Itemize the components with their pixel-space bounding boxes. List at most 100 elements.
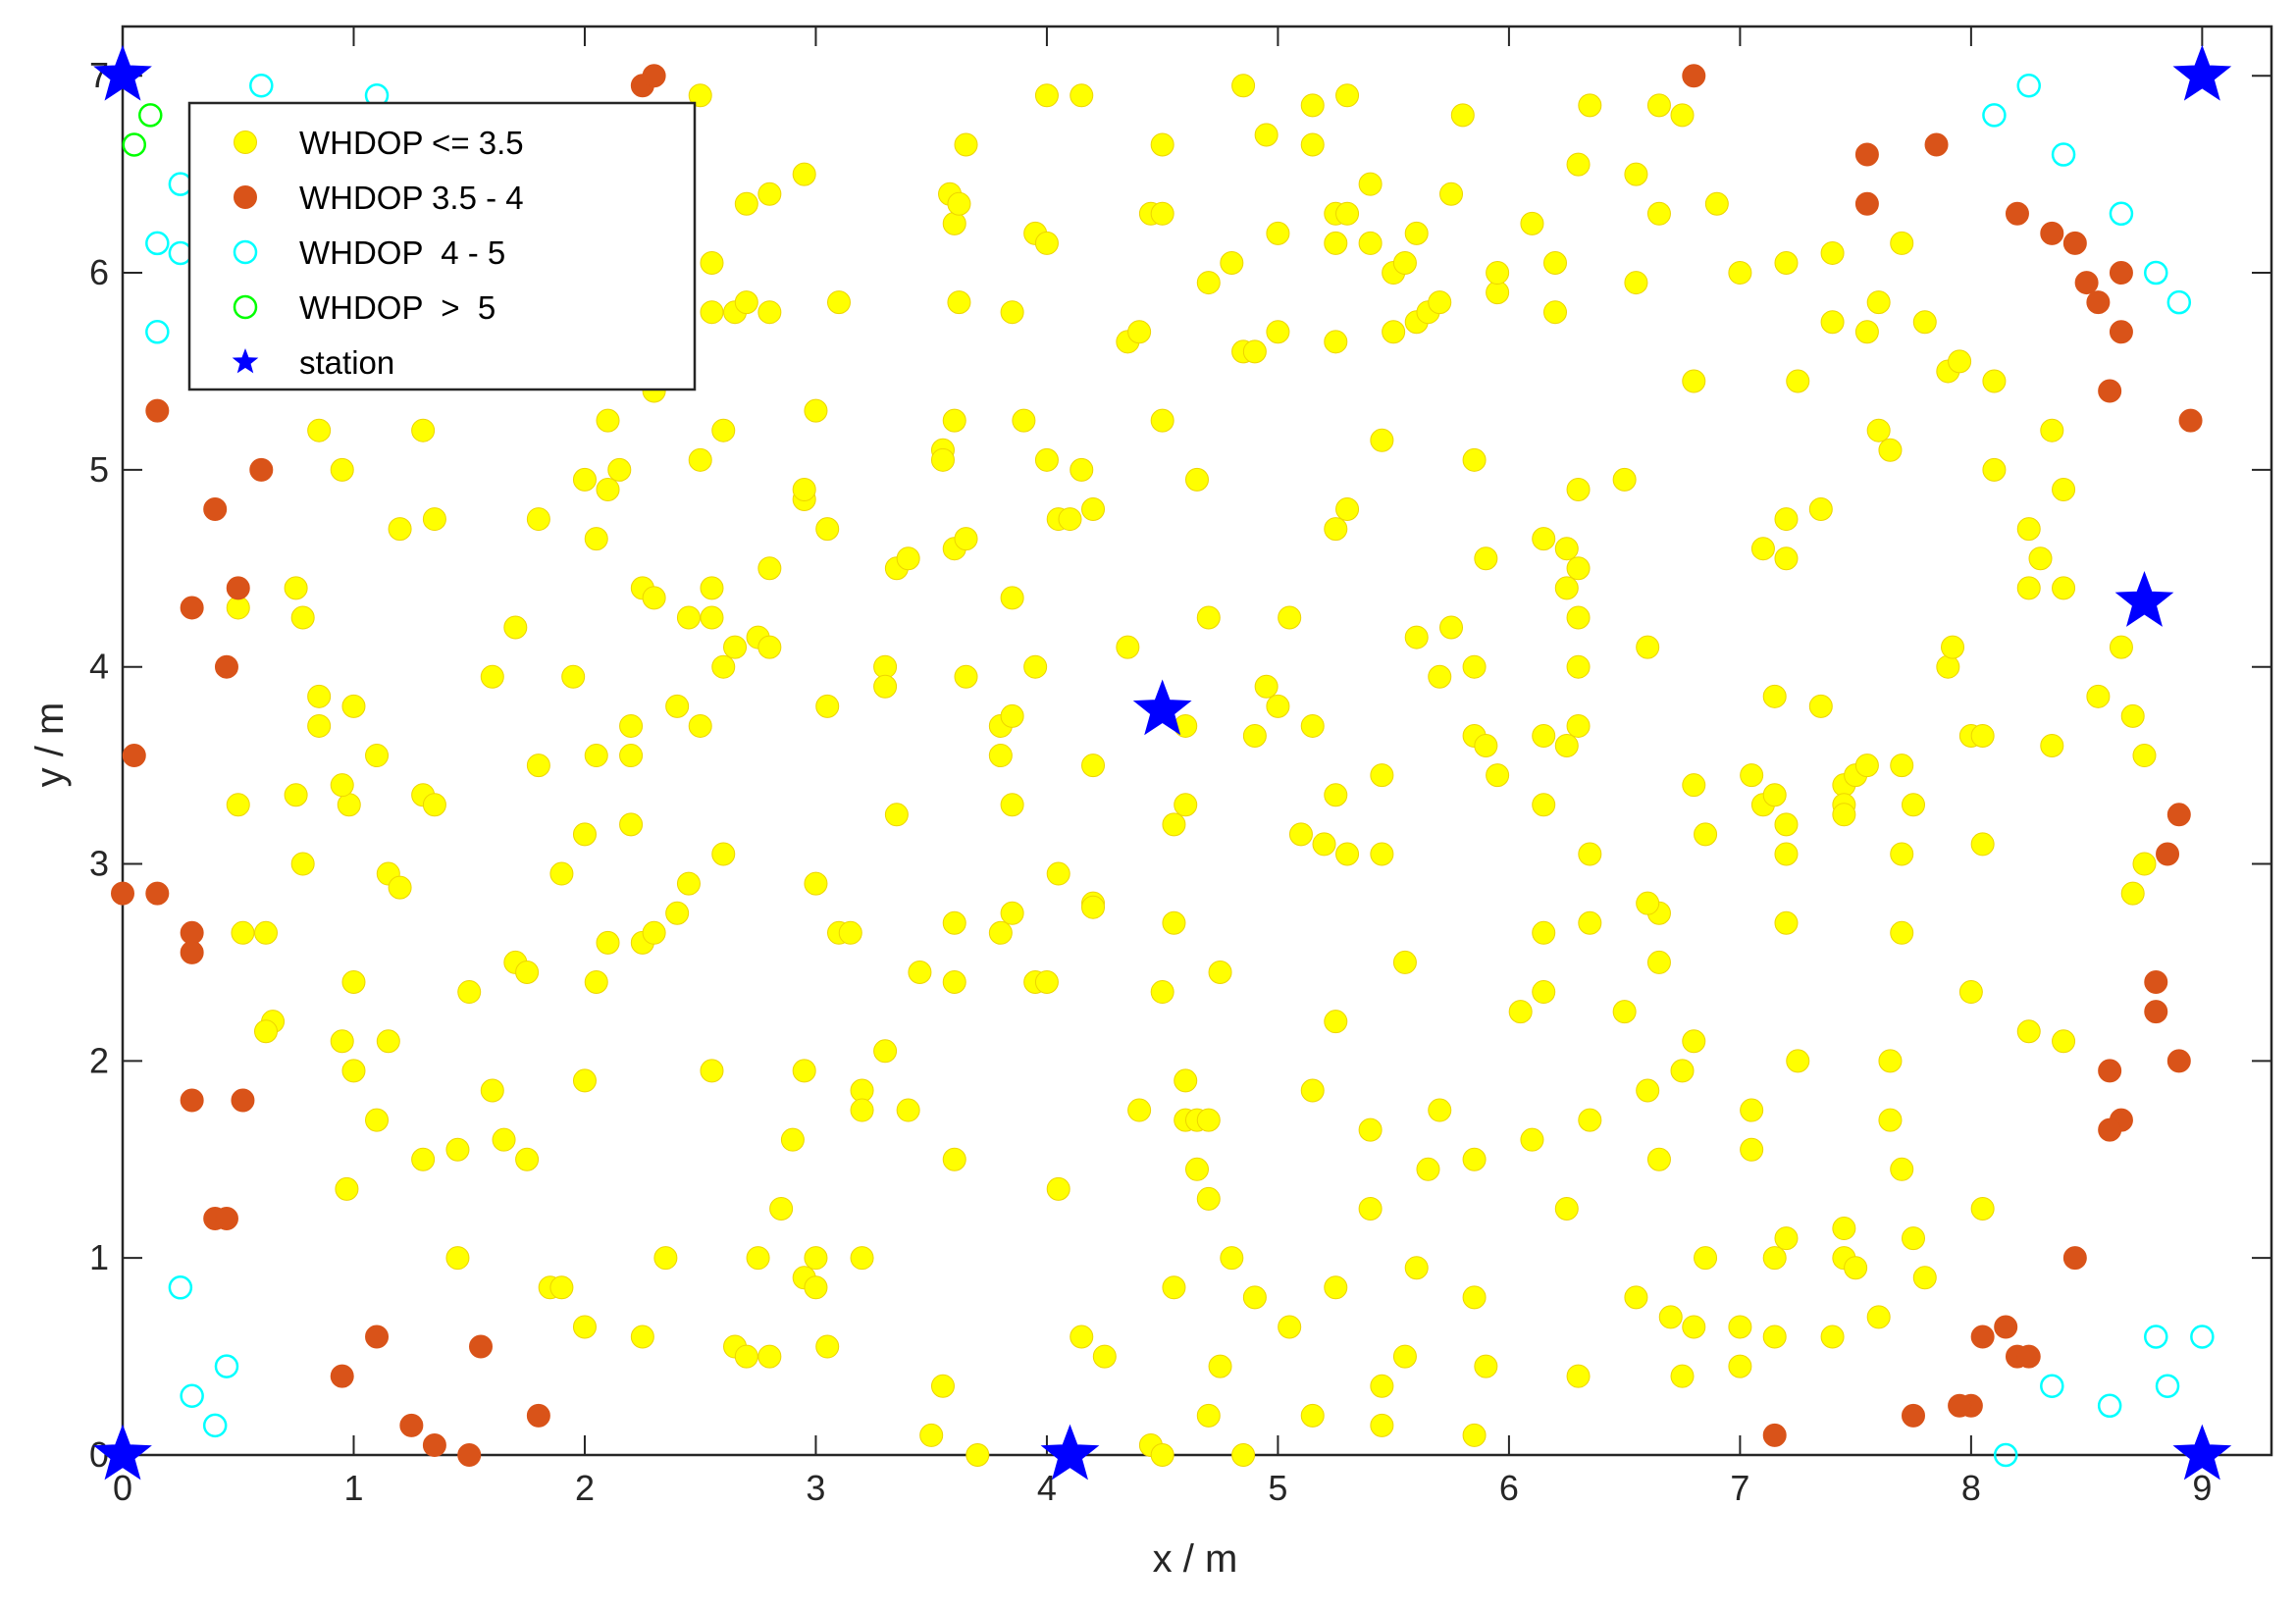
data-point [1612,1000,1637,1024]
data-point [1474,1354,1498,1378]
data-point [1254,123,1278,147]
data-point [1854,191,1879,216]
data-point [711,842,736,866]
data-point [1970,1196,1995,1221]
data-point [665,901,690,925]
x-axis-label: x / m [1153,1537,1238,1581]
data-point [214,1354,239,1378]
data-point [2016,1344,2041,1369]
data-point [688,447,712,472]
data-point [1404,221,1429,245]
data-point [572,1315,597,1339]
x-tick-label: 5 [1268,1468,1287,1508]
data-point [1636,1078,1660,1103]
data-point [723,635,748,659]
legend-label: WHDOP > 5 [299,289,496,326]
data-point [1543,250,1567,275]
data-point [1312,832,1336,857]
series-0 [226,74,2157,1467]
data-point [1902,1403,1925,1428]
data-point [1694,1246,1718,1271]
data-point [445,1137,470,1162]
data-point [2086,684,2111,708]
data-point [1081,895,1106,919]
data-point [399,1413,424,1437]
data-point [1370,842,1394,866]
data-point [653,1246,678,1271]
data-point [1774,1226,1799,1251]
data-point [1300,1403,1325,1428]
data-point [1220,250,1244,275]
data-point [688,713,712,738]
data-point [1820,310,1845,335]
data-point [1890,1157,1914,1181]
data-point [341,1059,366,1083]
data-point [1624,1285,1648,1310]
data-point [1208,960,1232,984]
station-star [2114,570,2174,627]
data-point [457,980,482,1005]
data-point [1450,103,1475,128]
data-point [2190,1325,2215,1349]
data-point [480,664,504,689]
data-point [2051,142,2076,167]
data-point [1520,1127,1544,1152]
data-point [1532,920,1556,945]
data-point [226,793,250,817]
data-point [214,1207,238,1231]
data-point [2052,477,2076,501]
data-point [503,615,528,640]
data-point [884,803,909,827]
x-tick-label: 2 [575,1468,595,1508]
data-point [596,477,620,501]
data-point [792,162,816,186]
data-point [2178,408,2203,433]
data-point [1150,408,1174,433]
data-point [284,576,308,600]
data-point [1820,1325,1845,1349]
data-point [804,398,828,423]
legend-marker [234,130,257,154]
data-point [202,1413,228,1438]
data-point [226,576,250,600]
data-point [1254,674,1278,699]
data-point [1474,546,1498,571]
data-point [2098,1117,2122,1142]
data-point [2120,881,2145,906]
data-point [942,211,966,235]
data-point [422,507,446,532]
station-star [93,44,152,101]
data-point [1242,339,1267,364]
data-point [307,684,332,708]
data-point [122,132,147,157]
data-point [1335,201,1360,226]
data-point [1912,1266,1937,1290]
data-point [2074,271,2099,295]
data-point [138,103,163,128]
data-point [1682,773,1706,798]
data-point [2086,290,2111,315]
data-point [1324,783,1348,807]
data-point [2144,1000,2168,1024]
data-point [1150,980,1174,1005]
data-point [676,871,701,896]
legend-marker [232,347,259,374]
data-point [1866,418,1891,442]
data-point [942,408,966,433]
data-point [1948,1393,1972,1418]
data-point [2016,73,2041,98]
data-point [850,1098,874,1122]
data-point [1000,901,1024,925]
data-point [180,596,204,620]
data-point [1866,1305,1891,1329]
data-point [1728,261,1752,286]
data-point [873,674,898,699]
data-point [1820,240,1845,265]
data-point [1762,1246,1787,1271]
data-point [1566,152,1591,177]
data-point [1370,1413,1394,1437]
data-point [2040,734,2064,758]
data-point [1636,635,1660,659]
data-point [1474,734,1498,758]
data-point [711,418,736,442]
